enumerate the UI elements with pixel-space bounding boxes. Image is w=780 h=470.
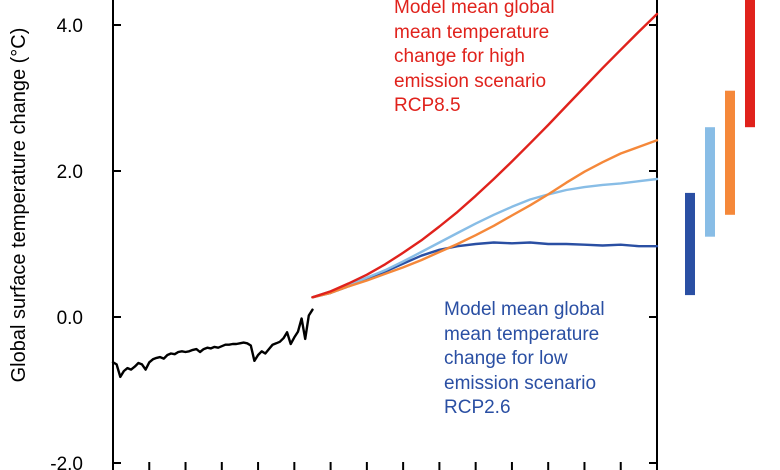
y-axis-label: Global surface temperature change (°C) bbox=[8, 28, 30, 383]
y-tick-label: -2.0 bbox=[50, 454, 83, 470]
series-line-rcp45 bbox=[311, 177, 659, 299]
annotation-rcp85: Model mean global mean temperature chang… bbox=[394, 0, 555, 116]
range-bar-rcp85 bbox=[745, 0, 755, 128]
projection-ranges bbox=[685, 0, 755, 296]
series-line-rcp85 bbox=[311, 12, 659, 299]
series-line-rcp26 bbox=[311, 241, 659, 299]
series-line-historical bbox=[111, 308, 314, 379]
range-bar-rcp26 bbox=[685, 192, 695, 296]
range-bar-rcp45 bbox=[705, 127, 715, 237]
y-tick-label: 0.0 bbox=[57, 308, 83, 329]
annotation-rcp26: Model mean global mean temperature chang… bbox=[444, 299, 605, 418]
y-tick-label: 2.0 bbox=[57, 162, 83, 183]
series-line-rcp60 bbox=[311, 139, 659, 299]
range-bar-rcp60 bbox=[725, 90, 735, 215]
y-tick-label: 4.0 bbox=[57, 16, 83, 37]
x-ticks bbox=[112, 462, 658, 470]
axes bbox=[112, 0, 658, 470]
series bbox=[111, 12, 659, 379]
y-ticks: 4.0 2.0 0.0 -2.0 bbox=[50, 16, 657, 470]
